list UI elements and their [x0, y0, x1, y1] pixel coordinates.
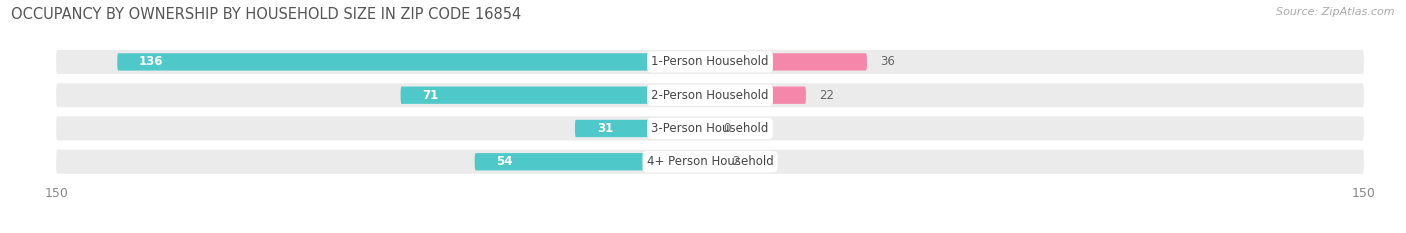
Text: 71: 71 [422, 89, 439, 102]
Text: 0: 0 [723, 122, 731, 135]
Text: 2: 2 [731, 155, 740, 168]
Text: 54: 54 [496, 155, 513, 168]
Text: OCCUPANCY BY OWNERSHIP BY HOUSEHOLD SIZE IN ZIP CODE 16854: OCCUPANCY BY OWNERSHIP BY HOUSEHOLD SIZE… [11, 7, 522, 22]
FancyBboxPatch shape [710, 153, 718, 170]
Text: 4+ Person Household: 4+ Person Household [647, 155, 773, 168]
Text: 2-Person Household: 2-Person Household [651, 89, 769, 102]
FancyBboxPatch shape [56, 116, 1364, 140]
FancyBboxPatch shape [117, 53, 710, 71]
FancyBboxPatch shape [710, 86, 806, 104]
FancyBboxPatch shape [56, 83, 1364, 107]
FancyBboxPatch shape [401, 86, 710, 104]
Text: 3-Person Household: 3-Person Household [651, 122, 769, 135]
FancyBboxPatch shape [56, 50, 1364, 74]
FancyBboxPatch shape [56, 150, 1364, 174]
Text: 1-Person Household: 1-Person Household [651, 55, 769, 69]
FancyBboxPatch shape [475, 153, 710, 170]
Text: Source: ZipAtlas.com: Source: ZipAtlas.com [1277, 7, 1395, 17]
Text: 31: 31 [596, 122, 613, 135]
FancyBboxPatch shape [710, 53, 868, 71]
FancyBboxPatch shape [575, 120, 710, 137]
Text: 136: 136 [139, 55, 163, 69]
Text: 36: 36 [880, 55, 894, 69]
Text: 22: 22 [818, 89, 834, 102]
